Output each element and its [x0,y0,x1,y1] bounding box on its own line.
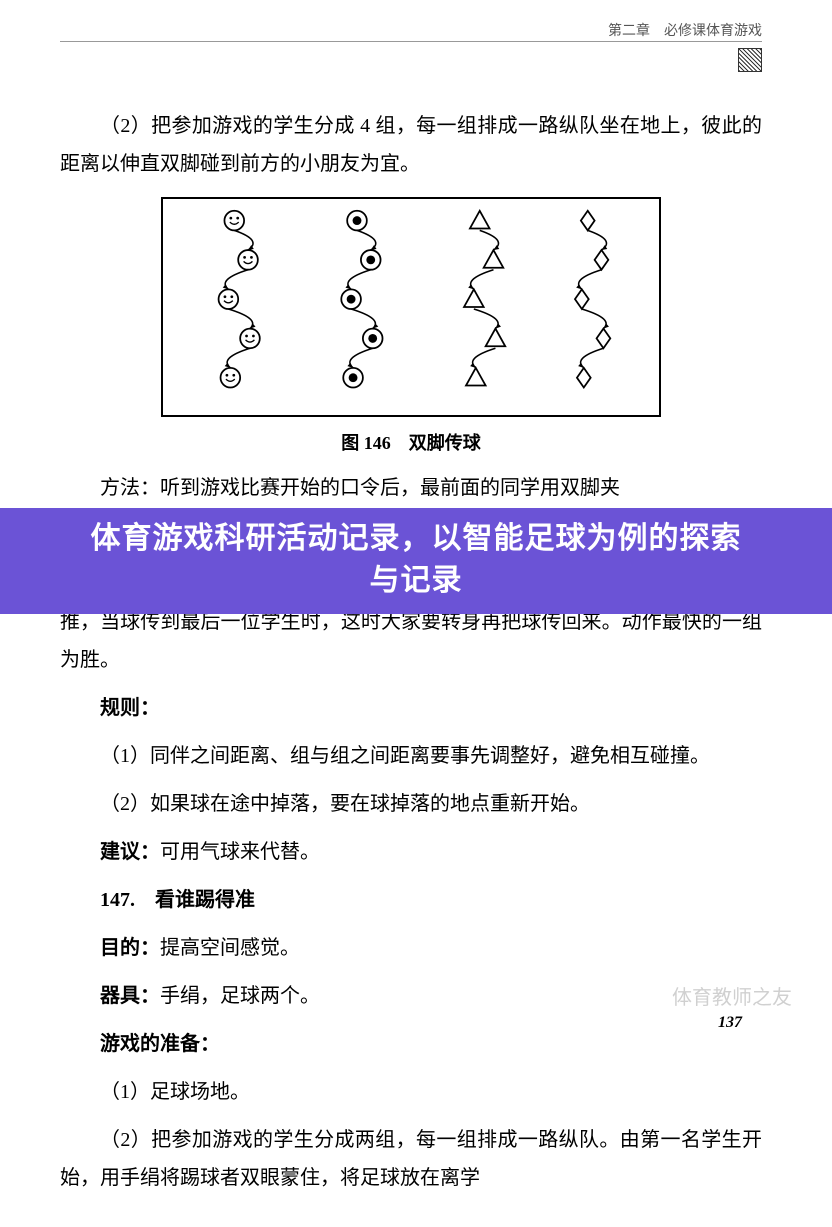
method-line-a: 方法：听到游戏比赛开始的口令后，最前面的同学用双脚夹 [60,469,762,507]
banner-line-2: 与记录 [60,560,772,602]
header-ornament [60,48,762,77]
prep-2: （2）把参加游戏的学生分成两组，每一组排成一路纵队。由第一名学生开始，用手绢将踢… [60,1121,762,1197]
suggestion: 建议：可用气球来代替。 [60,833,762,871]
running-header: 第二章 必修课体育游戏 [60,20,762,42]
suggestion-label: 建议： [100,841,160,863]
rule-2: （2）如果球在途中掉落，要在球掉落的地点重新开始。 [60,785,762,823]
prep-heading: 游戏的准备： [60,1025,762,1063]
header-block-icon [738,48,762,72]
prep-1: （1）足球场地。 [60,1073,762,1111]
rule-1: （1）同伴之间距离、组与组之间距离要事先调整好，避免相互碰撞。 [60,737,762,775]
watermark-text: 体育教师之友 [672,981,792,1010]
page-number: 137 [718,1014,742,1032]
purpose-line: 目的：提高空间感觉。 [60,929,762,967]
suggestion-text: 可用气球来代替。 [160,841,320,863]
equipment-line: 器具：手绢，足球两个。 [60,977,762,1015]
banner-line-1: 体育游戏科研活动记录，以智能足球为例的探索 [60,518,772,560]
figure-146 [161,197,661,417]
figure-svg [163,199,659,415]
rules-heading: 规则： [60,689,762,727]
figure-caption: 图 146 双脚传球 [60,429,762,455]
purpose-text: 提高空间感觉。 [160,937,300,959]
purpose-label: 目的： [100,937,160,959]
overlay-banner: 体育游戏科研活动记录，以智能足球为例的探索 与记录 [0,508,832,614]
equip-text: 手绢，足球两个。 [160,985,320,1007]
game-147-title: 147. 看谁踢得准 [60,881,762,919]
equip-label: 器具： [100,985,160,1007]
paragraph-2-setup: （2）把参加游戏的学生分成 4 组，每一组排成一路纵队坐在地上，彼此的距离以伸直… [60,107,762,183]
